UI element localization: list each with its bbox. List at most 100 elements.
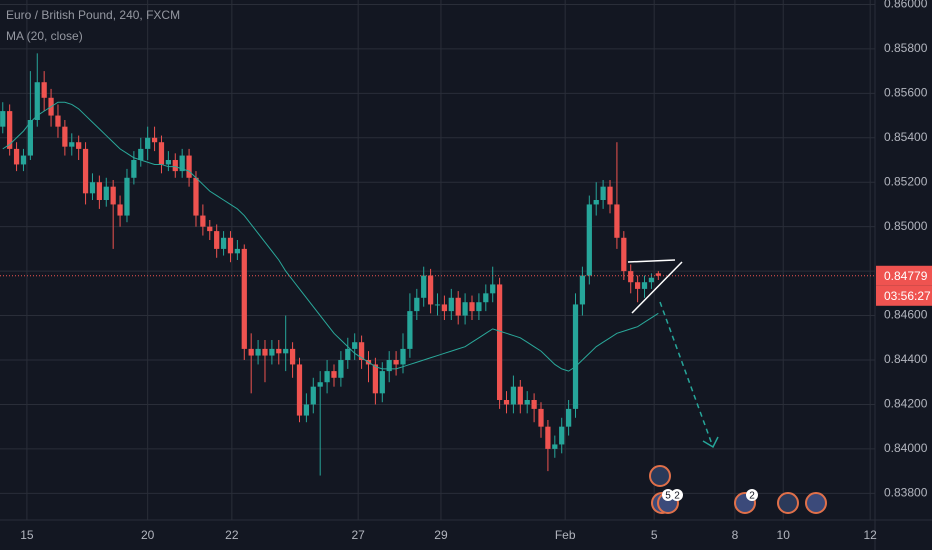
candle-body: [655, 273, 661, 276]
event-icon[interactable]: [777, 492, 799, 514]
candle-body: [634, 282, 641, 289]
moving-average: [2, 101, 659, 372]
candle-body: [531, 400, 537, 409]
candle-body: [207, 226, 213, 232]
candle-body: [517, 386, 523, 405]
candle-body: [193, 177, 199, 216]
candle-body: [117, 204, 123, 216]
candle-body: [448, 297, 454, 312]
candle-body: [283, 348, 289, 354]
candle-body: [214, 231, 220, 249]
y-tick-label: 0.85200: [884, 174, 928, 188]
candle-body: [103, 186, 109, 200]
badge: [671, 489, 683, 501]
candle-body: [427, 275, 434, 305]
candle-body: [358, 342, 365, 360]
projection-arrow[interactable]: [659, 301, 714, 448]
candle-body: [34, 82, 40, 120]
x-tick-label: 10: [777, 528, 791, 542]
countdown-label: 03:56:27: [884, 289, 931, 303]
candle-body: [158, 142, 165, 165]
candle-body: [393, 360, 399, 365]
candle-body: [607, 186, 613, 205]
candle-body: [462, 302, 468, 316]
candle-body: [200, 215, 206, 227]
candle-body: [400, 348, 406, 365]
x-tick-label: Feb: [555, 528, 576, 542]
candle-body: [476, 302, 482, 312]
badge-count: 2: [749, 491, 755, 502]
candle-body: [559, 426, 565, 445]
candle-body: [62, 126, 68, 147]
x-tick-label: 15: [20, 528, 34, 542]
candle-body: [186, 155, 192, 178]
candle-body: [276, 348, 282, 354]
candle-body: [593, 200, 599, 205]
candle-body: [338, 360, 344, 378]
candle-body: [628, 271, 634, 283]
x-tick-label: 22: [225, 528, 239, 542]
candle-body: [303, 404, 310, 416]
candle-body: [469, 302, 475, 312]
candle-body: [386, 360, 392, 372]
candle-body: [41, 82, 47, 98]
candle-body: [379, 371, 385, 394]
candle-body: [131, 160, 137, 178]
candle-body: [614, 204, 620, 238]
candle-body: [145, 137, 151, 149]
candle-body: [510, 386, 517, 405]
x-tick-label: 5: [651, 528, 658, 542]
candle-body: [586, 204, 592, 276]
candle-body: [483, 293, 489, 303]
y-tick-label: 0.83800: [884, 486, 928, 500]
candle-body: [572, 304, 579, 409]
candle-body: [255, 348, 261, 356]
candle-body: [503, 400, 510, 405]
candle-body: [20, 155, 27, 165]
candle-body: [227, 237, 234, 254]
last-price-box: [876, 265, 932, 286]
candle-body: [13, 148, 20, 165]
candle-body: [524, 400, 530, 405]
candle-body: [455, 297, 461, 316]
candle-body: [138, 148, 144, 160]
x-tick-label: 29: [434, 528, 448, 542]
candle-body: [324, 371, 330, 383]
candle-body: [55, 115, 61, 127]
candle-body: [421, 275, 427, 298]
indicator-label: MA (20, close): [6, 29, 83, 43]
candle-body: [69, 142, 75, 147]
event-icon[interactable]: [649, 465, 671, 487]
event-icon[interactable]: [805, 492, 827, 514]
y-tick-label: 0.85800: [884, 41, 928, 55]
candle-body: [165, 160, 171, 165]
candle-body: [345, 348, 351, 360]
candle-body: [352, 342, 358, 349]
candle-body: [82, 148, 89, 194]
candle-body: [27, 120, 33, 156]
candle-body: [648, 277, 655, 283]
trend-line[interactable]: [627, 259, 676, 263]
badge: [662, 489, 674, 501]
y-tick-label: 0.84200: [884, 397, 928, 411]
trend-line[interactable]: [631, 261, 683, 314]
candle-body: [248, 348, 254, 356]
y-tick-label: 0.85000: [884, 219, 928, 233]
candle-body: [538, 408, 544, 427]
candle-body: [414, 297, 420, 312]
candle-body: [441, 304, 448, 312]
x-tick-label: 27: [351, 528, 365, 542]
candle-body: [296, 364, 303, 416]
x-tick-label: 8: [732, 528, 739, 542]
y-tick-label: 0.84000: [884, 441, 928, 455]
event-icons: 5 2 2: [649, 465, 827, 514]
candle-body: [0, 111, 6, 127]
candle-body: [331, 371, 337, 378]
candle-body: [545, 426, 551, 449]
candle-body: [151, 137, 158, 143]
candle-body: [289, 348, 296, 365]
chart-title: Euro / British Pound, 240, FXCM: [6, 8, 180, 22]
